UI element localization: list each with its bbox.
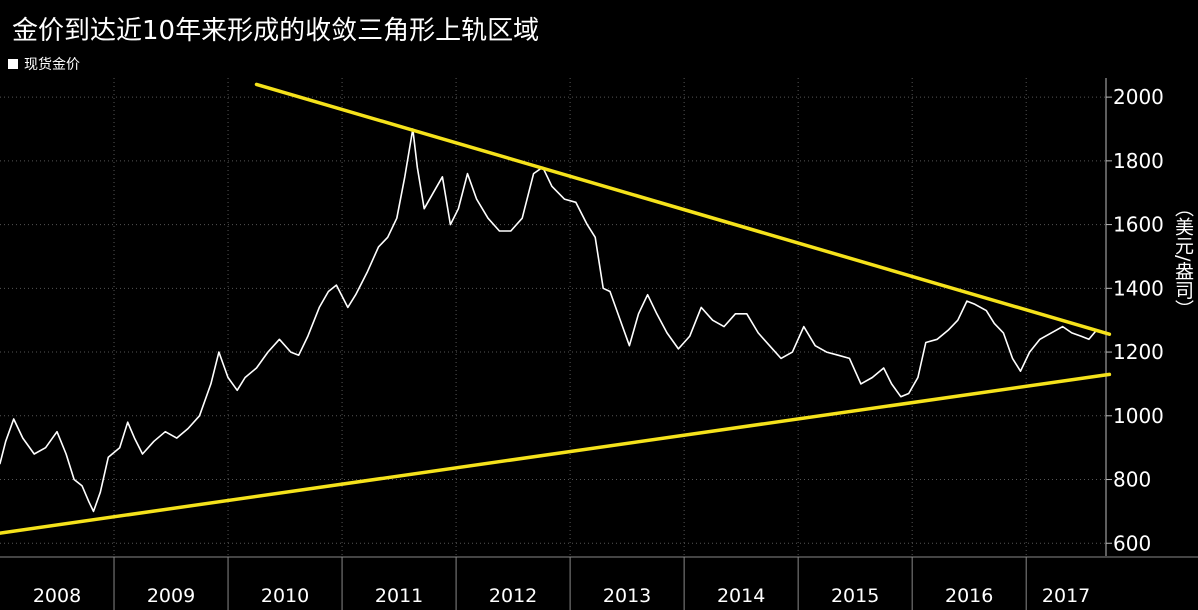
x-tick-label: 2016 (945, 585, 993, 607)
x-tick-label: 2008 (33, 585, 81, 607)
lower-trendline (0, 372, 1112, 535)
chart-title: 金价到达近10年来形成的收敛三角形上轨区域 (12, 16, 540, 46)
x-tick-label: 2009 (147, 585, 195, 607)
y-tick-label: 2000 (1113, 85, 1164, 109)
y-tick-label: 1000 (1113, 404, 1164, 428)
y-tick-label: 1400 (1113, 276, 1164, 300)
y-tick-label: 600 (1113, 531, 1151, 555)
x-tick-label: 2014 (717, 585, 765, 607)
x-axis: 2008 2009 2010 2011 2012 2013 2014 2015 2016 2017 (0, 556, 1198, 610)
legend-label: 现货金价 (24, 57, 80, 73)
x-tick-label: 2012 (489, 585, 537, 607)
x-tick-label: 2015 (831, 585, 879, 607)
upper-trendline (254, 82, 1112, 336)
y-tick-label: 1600 (1113, 213, 1164, 237)
x-tick-label: 2017 (1042, 585, 1090, 607)
x-tick-label: 2011 (375, 585, 423, 607)
x-tick-label: 2010 (261, 585, 309, 607)
y-tick-label: 1800 (1113, 149, 1164, 173)
grid-layer (0, 78, 1106, 556)
y-tick-label: 800 (1113, 468, 1151, 492)
x-tick-label: 2013 (603, 585, 651, 607)
series-layer (0, 82, 1112, 535)
y-tick-label: 1200 (1113, 340, 1164, 364)
y-axis: 600 800 1000 1200 1400 1600 1800 2000 (1105, 78, 1164, 556)
gold-price-line (0, 128, 1098, 513)
legend-swatch-icon (8, 59, 18, 69)
legend: 现货金价 (8, 54, 80, 74)
y-axis-label: （美元/盎司） (1172, 198, 1194, 319)
